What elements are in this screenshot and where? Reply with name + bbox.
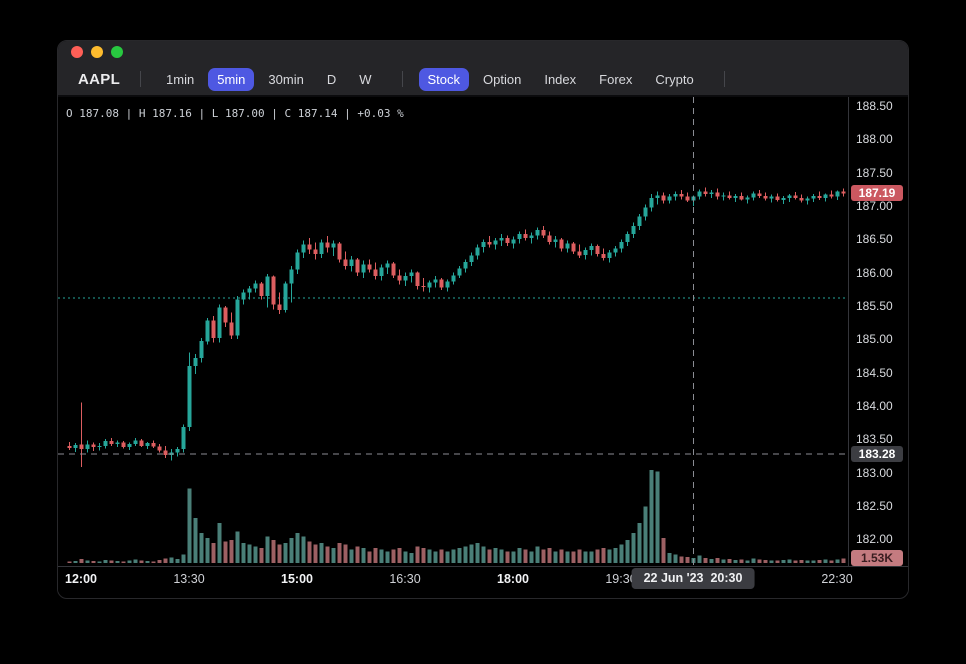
last-price-badge: 187.19 (851, 185, 903, 201)
toolbar-divider (401, 71, 403, 87)
candlestick-chart[interactable] (58, 97, 848, 566)
price-tick-label: 188.50 (856, 99, 893, 113)
time-tick-label: 16:30 (389, 572, 421, 586)
timeframe-weekly[interactable]: W (359, 71, 372, 87)
timeframe-5min[interactable]: 5min (208, 67, 255, 91)
time-tick-label: 22:30 (821, 572, 853, 586)
market-tab-index[interactable]: Index (544, 71, 577, 87)
price-tick-label: 183.50 (856, 432, 893, 446)
price-tick-label: 187.00 (856, 199, 893, 213)
toolbar-divider (140, 71, 142, 87)
market-tab-option[interactable]: Option (483, 71, 522, 87)
market-tab-stock[interactable]: Stock (418, 67, 470, 91)
symbol-label: AAPL (78, 70, 121, 88)
price-axis[interactable]: 187.19 183.28 1.53K 188.50 188.00 187.50 18… (848, 97, 908, 566)
price-tick-label: 182.00 (856, 532, 893, 546)
chart-region: O 187.08 | H 187.16 | L 187.00 | C 187.1… (58, 97, 908, 566)
minimize-button[interactable] (91, 46, 103, 58)
price-tick-label: 184.00 (856, 399, 893, 413)
price-tick-label: 184.50 (856, 366, 893, 380)
titlebar[interactable] (58, 41, 908, 63)
ohlc-legend: O 187.08 | H 187.16 | L 187.00 | C 187.1… (66, 107, 404, 120)
time-tick-label: 13:30 (173, 572, 205, 586)
price-tick-label: 185.00 (856, 332, 893, 346)
price-tick-label: 185.50 (856, 299, 893, 313)
time-tick-label: 12:00 (65, 572, 97, 586)
crosshair-volume-badge: 1.53K (851, 550, 903, 566)
time-axis[interactable]: 22 Jun '23 20:30 12:00 13:30 15:00 16:30 18:… (58, 566, 908, 592)
market-tab-forex[interactable]: Forex (599, 71, 633, 87)
timeframe-daily[interactable]: D (326, 71, 337, 87)
close-button[interactable] (71, 46, 83, 58)
time-tick-label: 18:00 (497, 572, 529, 586)
toolbar-divider (723, 71, 725, 87)
time-tick-label: 15:00 (281, 572, 313, 586)
price-tick-label: 183.00 (856, 466, 893, 480)
crosshair-price-badge: 183.28 (851, 446, 903, 462)
price-tick-label: 186.50 (856, 232, 893, 246)
chart-pane[interactable]: O 187.08 | H 187.16 | L 187.00 | C 187.1… (58, 97, 848, 566)
time-tick-label: 19:30 (605, 572, 637, 586)
timeframe-1min[interactable]: 1min (166, 71, 195, 87)
toolbar: AAPL 1min 5min 30min D W Stock Option In… (58, 63, 908, 97)
price-tick-label: 188.00 (856, 132, 893, 146)
price-tick-label: 182.50 (856, 499, 893, 513)
market-tab-crypto[interactable]: Crypto (655, 71, 694, 87)
app-window: AAPL 1min 5min 30min D W Stock Option In… (57, 40, 909, 599)
maximize-button[interactable] (111, 46, 123, 58)
price-tick-label: 187.50 (856, 166, 893, 180)
timeframe-30min[interactable]: 30min (268, 71, 304, 87)
price-tick-label: 186.00 (856, 266, 893, 280)
crosshair-time-badge: 22 Jun '23 20:30 (631, 568, 755, 589)
